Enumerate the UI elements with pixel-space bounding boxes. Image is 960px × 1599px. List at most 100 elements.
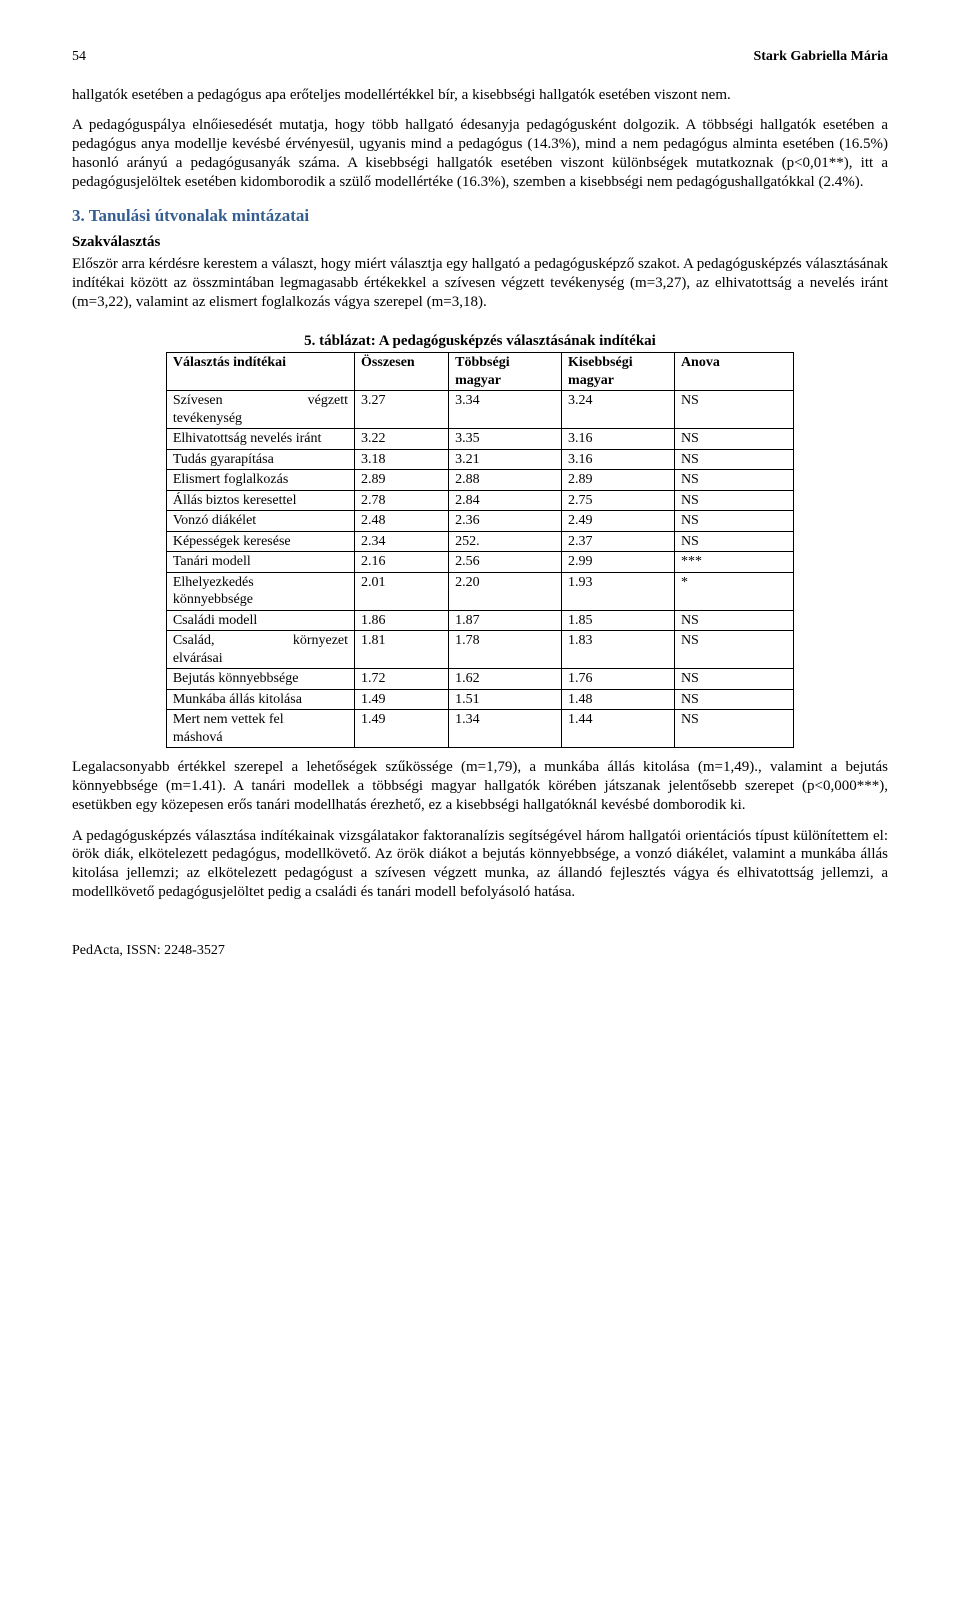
cell-anova: NS — [674, 391, 793, 429]
cell-anova: * — [674, 572, 793, 610]
cell-tobb: 2.56 — [449, 552, 562, 573]
paragraph-3: Először arra kérdésre kerestem a választ… — [72, 255, 888, 311]
row-label: Vonzó diákélet — [166, 511, 354, 532]
cell-tobb: 1.62 — [449, 669, 562, 690]
cell-kis: 3.16 — [562, 449, 675, 470]
cell-tobb: 2.88 — [449, 470, 562, 491]
col-kisebbsegi-l2: magyar — [568, 373, 614, 388]
col-tobbsegi-l1: Többségi — [455, 355, 509, 370]
row-label: Tudás gyarapítása — [166, 449, 354, 470]
row-label: Tanári modell — [166, 552, 354, 573]
row-label: Bejutás könnyebbsége — [166, 669, 354, 690]
paragraph-4: Legalacsonyabb értékkel szerepel a lehet… — [72, 758, 888, 814]
row-label: Elhelyezkedéskönnyebbsége — [166, 572, 354, 610]
cell-kis: 1.83 — [562, 631, 675, 669]
cell-kis: 3.16 — [562, 429, 675, 450]
cell-ossz: 2.78 — [355, 490, 449, 511]
cell-ossz: 2.34 — [355, 531, 449, 552]
footer-journal: PedActa, ISSN: 2248-3527 — [72, 942, 888, 960]
cell-kis: 1.76 — [562, 669, 675, 690]
table-row: Mert nem vettek felmáshová1.491.341.44NS — [166, 710, 793, 748]
table-row: Munkába állás kitolása1.491.511.48NS — [166, 689, 793, 710]
table-row: Szívesenvégzetttevékenység3.273.343.24NS — [166, 391, 793, 429]
cell-tobb: 2.20 — [449, 572, 562, 610]
cell-kis: 2.89 — [562, 470, 675, 491]
cell-tobb: 2.36 — [449, 511, 562, 532]
cell-ossz: 1.49 — [355, 689, 449, 710]
row-label: Állás biztos keresettel — [166, 490, 354, 511]
row-label: Szívesenvégzetttevékenység — [166, 391, 354, 429]
author-name: Stark Gabriella Mária — [753, 48, 888, 66]
cell-anova: NS — [674, 429, 793, 450]
cell-tobb: 1.78 — [449, 631, 562, 669]
cell-anova: NS — [674, 531, 793, 552]
cell-tobb: 2.84 — [449, 490, 562, 511]
cell-tobb: 3.34 — [449, 391, 562, 429]
table-row: Állás biztos keresettel2.782.842.75NS — [166, 490, 793, 511]
section-3-heading: 3. Tanulási útvonalak mintázatai — [72, 205, 888, 226]
cell-ossz: 1.72 — [355, 669, 449, 690]
cell-anova: NS — [674, 490, 793, 511]
cell-anova: NS — [674, 511, 793, 532]
page-number: 54 — [72, 48, 86, 66]
cell-tobb: 1.51 — [449, 689, 562, 710]
col-tobbsegi: Többségi magyar — [449, 353, 562, 391]
cell-tobb: 1.87 — [449, 610, 562, 631]
cell-ossz: 3.27 — [355, 391, 449, 429]
table-row: Bejutás könnyebbsége1.721.621.76NS — [166, 669, 793, 690]
cell-ossz: 3.18 — [355, 449, 449, 470]
col-kisebbsegi: Kisebbségi magyar — [562, 353, 675, 391]
row-label: Elismert foglalkozás — [166, 470, 354, 491]
table-row: Képességek keresése2.34252.2.37NS — [166, 531, 793, 552]
cell-ossz: 2.01 — [355, 572, 449, 610]
paragraph-5: A pedagógusképzés választása indítékaina… — [72, 827, 888, 902]
col-anova: Anova — [674, 353, 793, 391]
cell-anova: NS — [674, 669, 793, 690]
page-header: 54 Stark Gabriella Mária — [72, 48, 888, 66]
row-label: Képességek keresése — [166, 531, 354, 552]
cell-tobb: 3.21 — [449, 449, 562, 470]
cell-kis: 2.99 — [562, 552, 675, 573]
cell-anova: NS — [674, 470, 793, 491]
cell-ossz: 2.89 — [355, 470, 449, 491]
cell-kis: 1.44 — [562, 710, 675, 748]
row-label: Mert nem vettek felmáshová — [166, 710, 354, 748]
cell-kis: 3.24 — [562, 391, 675, 429]
table-row: Elhivatottság nevelés iránt3.223.353.16N… — [166, 429, 793, 450]
table-row: Elismert foglalkozás2.892.882.89NS — [166, 470, 793, 491]
col-kisebbsegi-l1: Kisebbségi — [568, 355, 633, 370]
table-row: Tanári modell2.162.562.99*** — [166, 552, 793, 573]
cell-anova: NS — [674, 710, 793, 748]
table5-caption: 5. táblázat: A pedagógusképzés választás… — [72, 332, 888, 351]
cell-kis: 1.85 — [562, 610, 675, 631]
table-row: Tudás gyarapítása3.183.213.16NS — [166, 449, 793, 470]
table5: Választás indítékai Összesen Többségi ma… — [166, 352, 794, 748]
cell-ossz: 1.86 — [355, 610, 449, 631]
cell-kis: 1.93 — [562, 572, 675, 610]
subheading-szakvalasztas: Szakválasztás — [72, 233, 888, 252]
table-row: Vonzó diákélet2.482.362.49NS — [166, 511, 793, 532]
col-osszesen: Összesen — [355, 353, 449, 391]
row-label: Családi modell — [166, 610, 354, 631]
cell-tobb: 1.34 — [449, 710, 562, 748]
cell-kis: 1.48 — [562, 689, 675, 710]
cell-ossz: 1.49 — [355, 710, 449, 748]
cell-kis: 2.49 — [562, 511, 675, 532]
table-row: Család,környezetelvárásai1.811.781.83NS — [166, 631, 793, 669]
cell-ossz: 2.16 — [355, 552, 449, 573]
row-label: Család,környezetelvárásai — [166, 631, 354, 669]
col-inditekai: Választás indítékai — [166, 353, 354, 391]
cell-ossz: 1.81 — [355, 631, 449, 669]
cell-tobb: 252. — [449, 531, 562, 552]
table-header-row: Választás indítékai Összesen Többségi ma… — [166, 353, 793, 391]
cell-ossz: 2.48 — [355, 511, 449, 532]
cell-anova: NS — [674, 449, 793, 470]
row-label: Elhivatottság nevelés iránt — [166, 429, 354, 450]
table-row: Elhelyezkedéskönnyebbsége2.012.201.93* — [166, 572, 793, 610]
cell-tobb: 3.35 — [449, 429, 562, 450]
paragraph-2: A pedagóguspálya elnőiesedését mutatja, … — [72, 116, 888, 191]
col-tobbsegi-l2: magyar — [455, 373, 501, 388]
row-label: Munkába állás kitolása — [166, 689, 354, 710]
cell-kis: 2.37 — [562, 531, 675, 552]
table-row: Családi modell1.861.871.85NS — [166, 610, 793, 631]
